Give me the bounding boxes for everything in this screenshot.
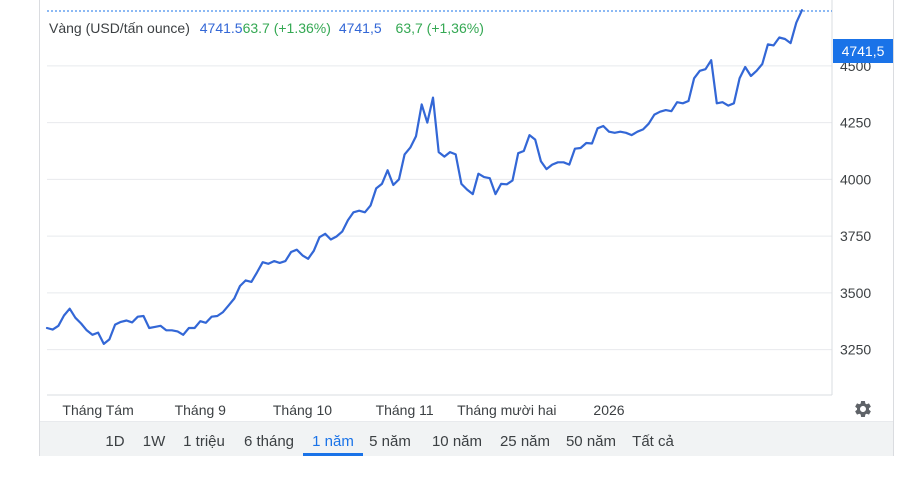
price-change: 63,7 (+1,36%) xyxy=(395,20,484,36)
y-tick-label: 4000 xyxy=(840,171,871,187)
price-line xyxy=(45,9,804,345)
range-option[interactable]: 6 tháng xyxy=(243,433,295,450)
change-raw: 63.7 (+1.36%) xyxy=(242,20,331,36)
current-price: 4741,5 xyxy=(338,20,382,36)
range-option[interactable]: 25 năm xyxy=(499,433,551,450)
y-tick-label: 3250 xyxy=(840,342,871,358)
x-axis-ticks: Tháng Tám Tháng 9 Tháng 10 Tháng 11 Tháng mư… xyxy=(62,402,624,418)
range-option[interactable]: Tất cả xyxy=(632,433,674,450)
range-selector: 1D 1W 1 triệu 6 tháng 1 năm 5 năm 10 năm 25 năm… xyxy=(40,421,893,456)
price-raw: 4741.5 xyxy=(199,20,243,36)
chart-header: Vàng (USD/tấn ounce) 4741.563.7 (+1.36%)… xyxy=(49,20,484,36)
y-tick-label: 3750 xyxy=(840,228,871,244)
chart-title: Vàng (USD/tấn ounce) xyxy=(49,20,190,36)
range-option[interactable]: 1W xyxy=(142,433,166,450)
y-tick-label: 4250 xyxy=(840,115,871,131)
range-option[interactable]: 5 năm xyxy=(369,433,411,450)
x-tick-label: Tháng Tám xyxy=(62,402,133,418)
range-option[interactable]: 1 triệu xyxy=(183,433,225,450)
x-tick-label: 2026 xyxy=(593,402,624,418)
y-tick-label: 3500 xyxy=(840,285,871,301)
active-range-underline xyxy=(303,453,363,456)
range-option[interactable]: 1 năm xyxy=(312,433,354,450)
range-option[interactable]: 10 năm xyxy=(431,433,483,450)
last-price-tag: 4741,5 xyxy=(833,39,893,63)
gear-icon[interactable] xyxy=(853,399,873,419)
x-tick-label: Tháng 10 xyxy=(273,402,332,418)
range-option[interactable]: 50 năm xyxy=(565,433,617,450)
x-tick-label: Tháng mười hai xyxy=(457,402,556,418)
x-tick-label: Tháng 11 xyxy=(376,402,434,418)
x-tick-label: Tháng 9 xyxy=(175,402,227,418)
range-option[interactable]: 1D xyxy=(105,433,125,450)
grid xyxy=(47,65,832,351)
